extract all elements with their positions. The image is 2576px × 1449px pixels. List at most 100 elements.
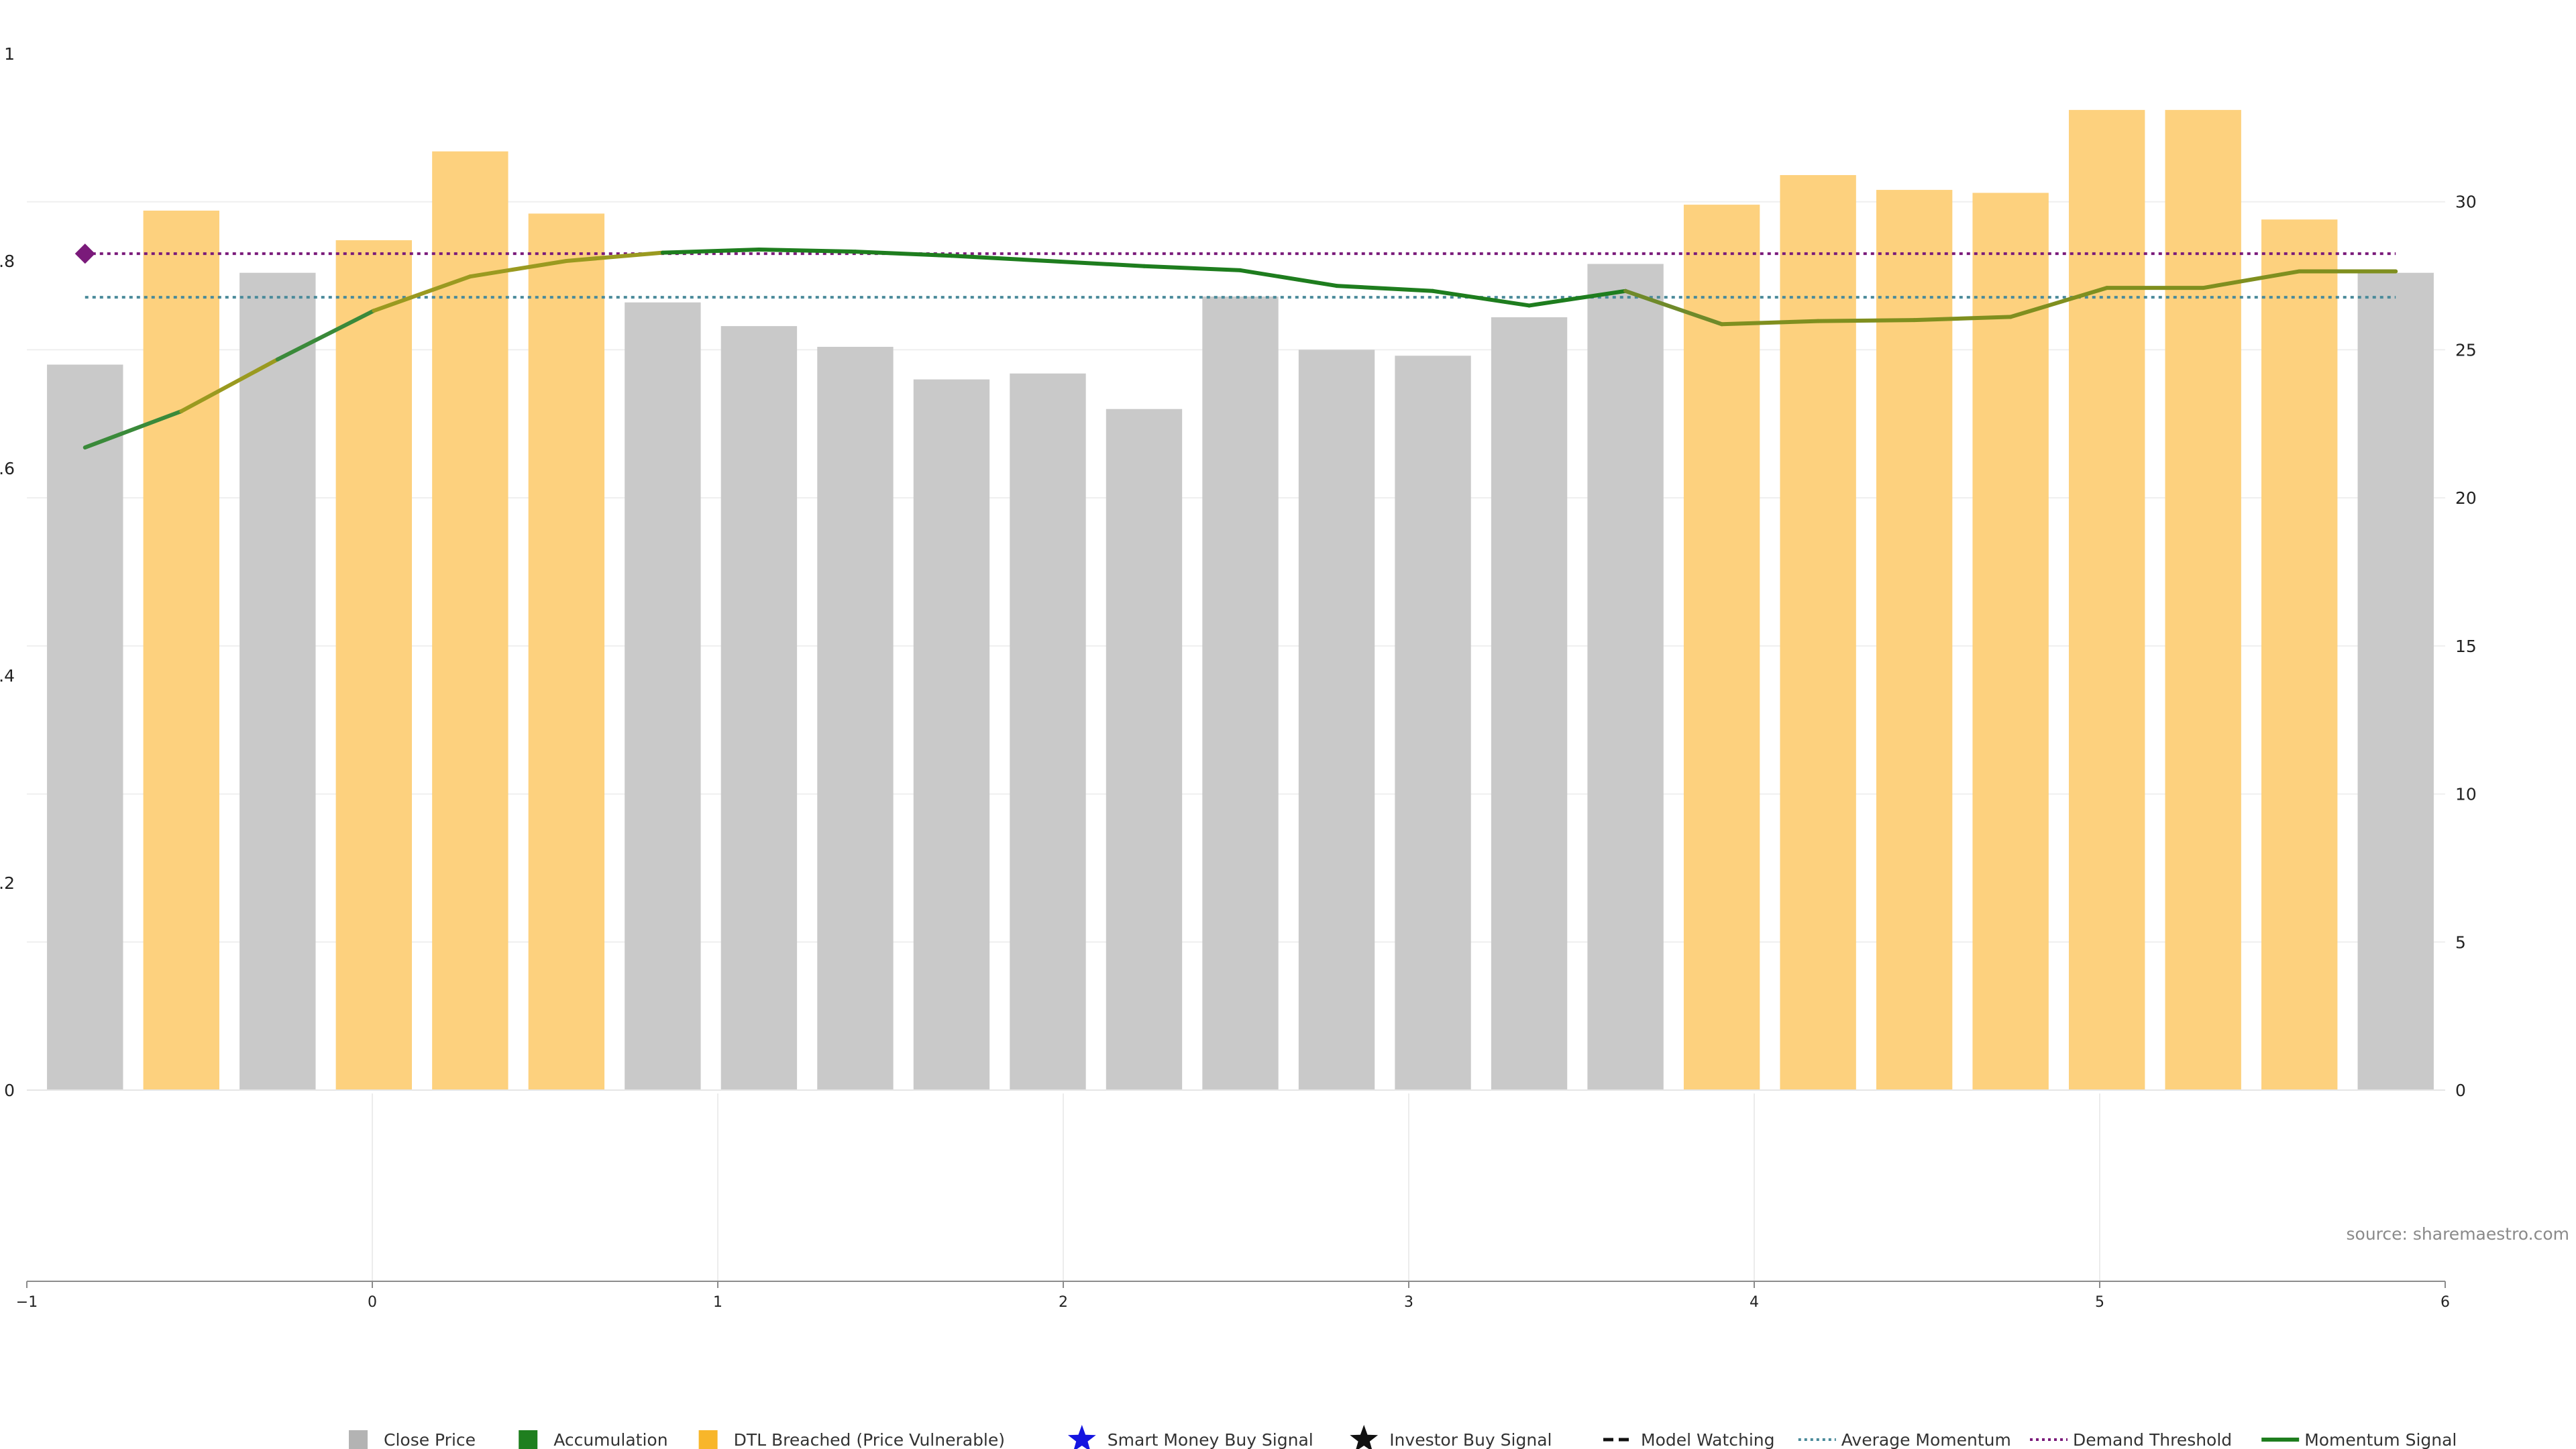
legend-star-icon [1350,1425,1379,1449]
price-bar [1683,205,1760,1091]
legend-item: Demand Threshold [2030,1430,2232,1449]
momentum-signal-segment [2008,286,2109,319]
demand-marker [74,244,95,264]
legend-label: DTL Breached (Price Vulnerable) [734,1430,1005,1449]
price-bar [1780,174,1856,1090]
bottom-tick-label: 2 [1059,1294,1068,1311]
left-axis-ticks: 0 0.2 0.4 0.6 0.8 1 [0,44,15,1100]
price-bar [720,326,798,1091]
momentum-signal-segment [1527,288,1628,308]
momentum-signal-segment [1623,288,1724,327]
legend-star-icon [1067,1425,1096,1449]
price-bar [625,302,701,1090]
momentum-signal-segment [83,409,184,450]
price-bar [1106,409,1183,1090]
price-bar [817,347,894,1090]
price-bar [1202,296,1279,1090]
momentum-signal-segment [2201,269,2302,290]
bottom-tick-label: 0 [368,1294,377,1311]
legend-label: Model Watching [1641,1430,1775,1449]
momentum-signal-segment [179,357,280,414]
price-bar [1298,350,1375,1090]
left-tick-label: 0.8 [0,252,15,271]
bottom-tick-label: 6 [2440,1294,2450,1311]
right-tick-label: 0 [2455,1081,2466,1100]
momentum-signal-segment [1816,318,1917,323]
momentum-signal-segment [372,274,472,313]
legend-label: Demand Threshold [2073,1430,2232,1449]
right-tick-label: 30 [2455,193,2477,212]
left-tick-label: 1 [4,44,15,64]
momentum-signal-segment [1719,319,1821,327]
right-tick-label: 15 [2455,637,2477,656]
price-bar [335,240,413,1091]
left-tick-label: 0 [4,1081,15,1100]
legend-item: Momentum Signal [2261,1430,2457,1449]
legend-item: Average Momentum [1798,1430,2011,1449]
momentum-signal-segment [1045,259,1146,268]
legend: Close Price Accumulation DTL Breached (Pri… [349,1425,2457,1449]
price-bar [1876,190,1953,1090]
legend-item: Accumulation [519,1430,668,1449]
price-bar [1491,317,1568,1090]
momentum-signal-segment [853,250,954,258]
legend-item: Investor Buy Signal [1350,1425,1552,1449]
price-bar [913,379,990,1090]
legend-item: Close Price [349,1430,476,1449]
price-bar [2068,109,2145,1090]
price-bar [1587,264,1664,1090]
left-tick-label: 0.6 [0,459,15,478]
bottom-tick-label: −1 [16,1294,38,1311]
momentum-signal-segment [275,309,376,362]
momentum-signal-segment [757,248,857,254]
left-tick-label: 0.4 [0,666,15,686]
legend-swatch [698,1430,718,1449]
lines-layer [74,244,2398,450]
bottom-tick-label: 3 [1404,1294,1413,1311]
legend-item: DTL Breached (Price Vulnerable) [698,1430,1005,1449]
right-tick-label: 20 [2455,488,2477,508]
legend-swatch [349,1430,368,1449]
bars-layer [47,109,2434,1091]
bottom-tick-label: 4 [1750,1294,1759,1311]
momentum-signal-segment [1431,288,1532,308]
legend-label: Smart Money Buy Signal [1108,1430,1313,1449]
momentum-signal-segment [564,250,665,263]
price-bar [432,151,508,1091]
price-bar [2357,272,2434,1091]
legend-label: Average Momentum [1841,1430,2011,1449]
legend-item: Smart Money Buy Signal [1067,1425,1313,1449]
left-tick-label: 0.2 [0,873,15,893]
legend-label: Close Price [384,1430,476,1449]
price-bar [2261,219,2338,1091]
legend-label: Momentum Signal [2304,1430,2457,1449]
legend-label: Investor Buy Signal [1389,1430,1552,1449]
price-bar [2165,109,2241,1090]
right-axis-ticks: 0 5 10 15 20 25 30 [2455,193,2477,1100]
momentum-signal-segment [1238,268,1339,288]
momentum-signal-segment [1334,284,1436,293]
momentum-signal-segment [1912,315,2013,323]
source-label: source: sharemaestro.com [2347,1224,2570,1244]
price-bar [1010,373,1086,1090]
right-tick-label: 25 [2455,340,2477,360]
legend-item: Model Watching [1603,1430,1775,1449]
bottom-axis-ticks: −1 0 1 2 3 4 5 6 [16,1281,2450,1311]
bottom-tick-label: 1 [713,1294,722,1311]
price-bar [143,210,219,1090]
momentum-signal-segment [1142,264,1242,272]
momentum-signal-segment [949,254,1050,263]
price-bar [239,272,316,1091]
momentum-signal-segment [660,248,761,255]
right-tick-label: 10 [2455,785,2477,804]
axes-layer [27,1089,2445,1282]
price-bar [1395,356,1471,1091]
right-tick-label: 5 [2455,932,2466,952]
price-bar [47,364,123,1090]
price-bar [528,213,605,1090]
legend-label: Accumulation [553,1430,667,1449]
bottom-tick-label: 5 [2095,1294,2104,1311]
legend-swatch [519,1430,538,1449]
momentum-signal-segment [468,259,569,279]
